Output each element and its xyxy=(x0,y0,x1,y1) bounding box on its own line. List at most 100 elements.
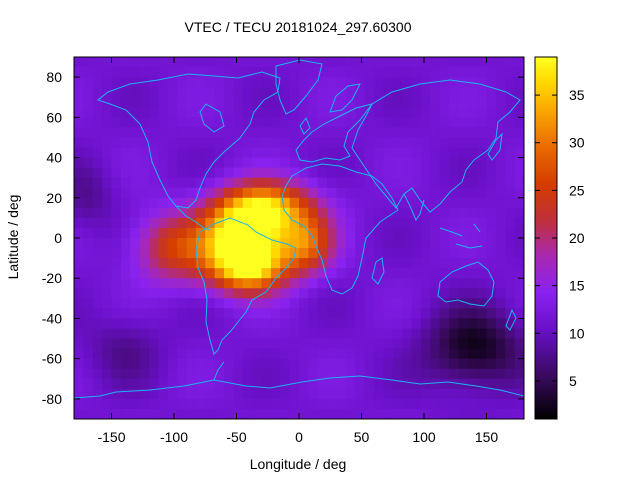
heatmap-cell xyxy=(327,368,338,380)
heatmap-cell xyxy=(411,408,422,419)
heatmap-cell xyxy=(224,127,234,139)
heatmap-cell xyxy=(270,298,281,309)
heatmap-cell xyxy=(92,137,103,149)
heatmap-cell xyxy=(514,137,524,149)
heatmap-cell xyxy=(167,278,178,289)
heatmap-cell xyxy=(74,217,84,229)
heatmap-cell xyxy=(402,368,413,380)
heatmap-cell xyxy=(392,77,403,88)
heatmap-cell xyxy=(364,177,375,189)
heatmap-cell xyxy=(345,157,356,169)
heatmap-cell xyxy=(467,87,478,98)
heatmap-cell xyxy=(177,57,188,68)
heatmap-cell xyxy=(74,238,84,249)
heatmap-cell xyxy=(83,358,94,370)
heatmap-cell xyxy=(167,67,178,78)
heatmap-cell xyxy=(355,77,366,88)
heatmap-cell xyxy=(158,288,169,299)
heatmap-cell xyxy=(92,187,103,199)
heatmap-cell xyxy=(486,358,497,370)
heatmap-cell xyxy=(336,378,347,390)
heatmap-cell xyxy=(195,388,206,400)
heatmap-cell xyxy=(430,238,441,249)
heatmap-cell xyxy=(458,318,469,330)
heatmap-cell xyxy=(430,117,441,128)
heatmap-cell xyxy=(420,227,431,239)
heatmap-cell xyxy=(214,328,225,340)
heatmap-cell xyxy=(495,197,506,209)
heatmap-cell xyxy=(514,368,524,380)
heatmap-cell xyxy=(120,388,131,400)
heatmap-cell xyxy=(233,398,244,410)
heatmap-cell xyxy=(486,227,497,239)
heatmap-cell xyxy=(477,288,488,299)
heatmap-cell xyxy=(270,338,281,350)
heatmap-cell xyxy=(355,408,366,419)
heatmap-cell xyxy=(467,127,478,139)
heatmap-cell xyxy=(383,147,394,159)
heatmap-cell xyxy=(111,57,122,68)
heatmap-cell xyxy=(205,338,216,350)
heatmap-cell xyxy=(411,197,422,209)
heatmap-cell xyxy=(486,248,497,259)
heatmap-cell xyxy=(92,117,103,128)
heatmap-cell xyxy=(486,308,497,320)
heatmap-cell xyxy=(74,57,84,68)
heatmap-cell xyxy=(402,308,413,320)
colorbar-tick-label: 5 xyxy=(569,373,577,389)
heatmap-cell xyxy=(270,57,281,68)
heatmap-cell xyxy=(317,318,328,330)
heatmap-cell xyxy=(289,197,300,209)
heatmap-cell xyxy=(242,308,253,320)
heatmap-cell xyxy=(317,227,328,239)
heatmap-cell xyxy=(458,398,469,410)
heatmap-cell xyxy=(439,308,450,320)
heatmap-cell xyxy=(364,77,375,88)
heatmap-cell xyxy=(261,67,272,78)
heatmap-cell xyxy=(299,378,309,390)
heatmap-cell xyxy=(495,288,506,299)
heatmap-cell xyxy=(130,217,141,229)
heatmap-cell xyxy=(167,167,178,179)
heatmap-cell xyxy=(111,348,122,360)
heatmap-cell xyxy=(308,358,319,370)
heatmap-cell xyxy=(102,328,113,340)
heatmap-cell xyxy=(336,87,347,98)
heatmap-cell xyxy=(74,117,84,128)
heatmap-cell xyxy=(130,177,141,189)
heatmap-cell xyxy=(280,408,291,419)
heatmap-cell xyxy=(420,238,431,249)
heatmap-cell xyxy=(355,157,366,169)
colorbar-tick-label: 35 xyxy=(569,87,585,103)
heatmap-cell xyxy=(120,278,131,289)
heatmap-cell xyxy=(449,278,459,289)
heatmap-cell xyxy=(345,127,356,139)
heatmap-cell xyxy=(233,177,244,189)
heatmap-cell xyxy=(242,268,253,279)
heatmap-cell xyxy=(158,177,169,189)
heatmap-cell xyxy=(383,127,394,139)
heatmap-cell xyxy=(289,217,300,229)
y-tick-label: 20 xyxy=(46,190,62,206)
heatmap-cell xyxy=(458,278,469,289)
heatmap-cell xyxy=(74,127,84,139)
heatmap-cell xyxy=(495,338,506,350)
heatmap-cell xyxy=(252,388,263,400)
heatmap-cell xyxy=(430,268,441,279)
heatmap-cell xyxy=(327,127,338,139)
heatmap-cell xyxy=(477,408,488,419)
heatmap-cell xyxy=(383,157,394,169)
heatmap-cell xyxy=(486,348,497,360)
heatmap-cell xyxy=(495,227,506,239)
heatmap-cell xyxy=(477,117,488,128)
heatmap-cell xyxy=(261,127,272,139)
heatmap-cell xyxy=(467,388,478,400)
heatmap-cell xyxy=(505,408,516,419)
heatmap-cell xyxy=(130,117,141,128)
heatmap-cell xyxy=(289,368,300,380)
heatmap-cell xyxy=(458,107,469,118)
heatmap-cell xyxy=(317,248,328,259)
heatmap-cell xyxy=(514,107,524,118)
heatmap-cell xyxy=(514,177,524,189)
heatmap-cell xyxy=(205,187,216,199)
